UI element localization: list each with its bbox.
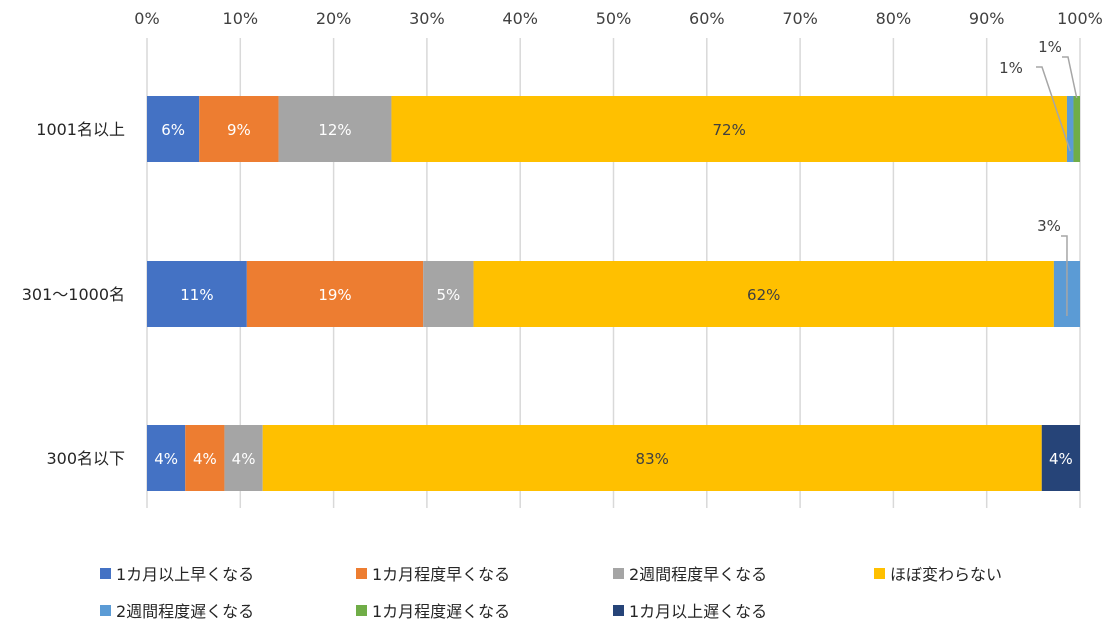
bar-segment: [278, 96, 392, 162]
leader-line: [1036, 66, 1071, 152]
data-label: 4%: [193, 450, 217, 468]
leader-line: [1061, 235, 1068, 317]
data-label: 5%: [436, 286, 460, 304]
bar-segment: [423, 261, 474, 327]
bar-segment: [473, 261, 1054, 327]
legend-swatch: [874, 568, 885, 579]
bar-segment: [224, 425, 263, 491]
legend-swatch: [613, 605, 624, 616]
legend-swatch: [613, 568, 624, 579]
data-label: 9%: [227, 121, 251, 139]
data-label: 4%: [154, 450, 178, 468]
x-tick-label: 70%: [782, 9, 818, 28]
bar-segment: [185, 425, 225, 491]
legend-label: ほぼ変わらない: [890, 565, 1002, 584]
x-tick-label: 60%: [689, 9, 725, 28]
data-label: 12%: [318, 121, 351, 139]
legend-label: 1カ月以上遅くなる: [629, 602, 767, 621]
bar-segment: [147, 425, 186, 491]
bar-segment: [1073, 96, 1080, 162]
leader-line: [1062, 56, 1078, 99]
bar-segment: [391, 96, 1067, 162]
x-tick-label: 0%: [134, 9, 159, 28]
data-label: 6%: [161, 121, 185, 139]
legend-label: 2週間程度早くなる: [629, 565, 767, 584]
data-label-external: 1%: [999, 59, 1023, 77]
data-label: 83%: [636, 450, 669, 468]
bar-segment: [246, 261, 424, 327]
legend-label: 1カ月程度早くなる: [372, 565, 510, 584]
data-label-external: 1%: [1038, 38, 1062, 56]
bar-segment: [199, 96, 279, 162]
category-label: 300名以下: [46, 449, 125, 468]
legend-swatch: [356, 605, 367, 616]
legend-label: 1カ月程度遅くなる: [372, 602, 510, 621]
legend-label: 1カ月以上早くなる: [116, 565, 254, 584]
x-tick-label: 90%: [969, 9, 1005, 28]
data-label-external: 3%: [1037, 217, 1061, 235]
data-label: 19%: [318, 286, 351, 304]
x-tick-label: 10%: [223, 9, 259, 28]
data-label: 11%: [180, 286, 213, 304]
x-tick-label: 20%: [316, 9, 352, 28]
data-label: 4%: [232, 450, 256, 468]
data-label: 4%: [1049, 450, 1073, 468]
category-label: 301～1000名: [22, 285, 125, 304]
legend-swatch: [356, 568, 367, 579]
category-label: 1001名以上: [36, 120, 125, 139]
legend-swatch: [100, 568, 111, 579]
data-label: 62%: [747, 286, 780, 304]
data-label: 72%: [713, 121, 746, 139]
legend-swatch: [100, 605, 111, 616]
bar-segment: [147, 261, 247, 327]
x-tick-label: 80%: [876, 9, 912, 28]
x-tick-label: 100%: [1057, 9, 1103, 28]
bar-segment: [1041, 425, 1080, 491]
bar-segment: [147, 96, 200, 162]
x-tick-label: 40%: [502, 9, 538, 28]
bar-segment: [262, 425, 1042, 491]
legend-label: 2週間程度遅くなる: [116, 602, 254, 621]
x-tick-label: 30%: [409, 9, 445, 28]
x-tick-label: 50%: [596, 9, 632, 28]
bar-segment: [1066, 96, 1074, 162]
